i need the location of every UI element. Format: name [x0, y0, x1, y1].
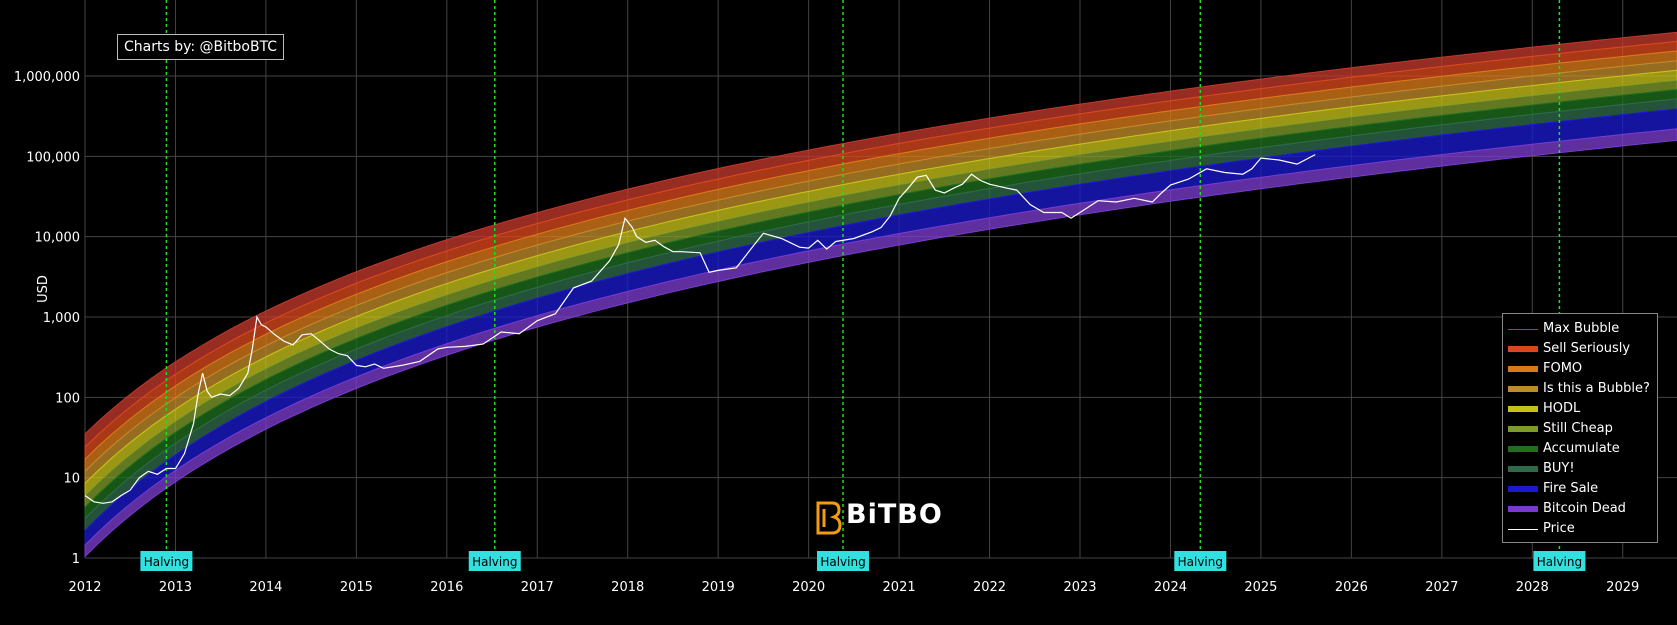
- x-tick-label: 2020: [792, 580, 825, 595]
- legend-swatch: [1508, 506, 1538, 512]
- bitbo-logo-icon: [816, 501, 842, 535]
- halving-label: Halving: [820, 555, 865, 569]
- legend-item[interactable]: Sell Seriously: [1503, 340, 1657, 358]
- legend-swatch: [1508, 426, 1538, 432]
- legend-label: BUY!: [1543, 461, 1575, 476]
- x-tick-label: 2014: [249, 580, 282, 595]
- halving-label: Halving: [472, 555, 517, 569]
- legend-label: FOMO: [1543, 361, 1583, 376]
- x-tick-label: 2022: [973, 580, 1006, 595]
- legend-label: Still Cheap: [1543, 421, 1613, 436]
- legend-swatch: [1508, 329, 1538, 330]
- y-tick-label: 100: [55, 391, 80, 406]
- x-tick-label: 2021: [883, 580, 916, 595]
- x-tick-label: 2013: [159, 580, 192, 595]
- y-tick-label: 100,000: [26, 150, 80, 165]
- legend-label: Bitcoin Dead: [1543, 501, 1626, 516]
- y-tick-label: 1: [72, 552, 80, 567]
- halving-badge: [1533, 551, 1586, 571]
- chart-legend: Max Bubble Sell Seriously FOMO Is this a Bu…: [1502, 313, 1658, 543]
- x-tick-label: 2023: [1063, 580, 1096, 595]
- halving-badge: [140, 551, 193, 571]
- legend-item[interactable]: Bitcoin Dead: [1503, 500, 1657, 518]
- y-tick-label: 10,000: [35, 231, 81, 246]
- legend-swatch: [1508, 406, 1538, 412]
- y-tick-label: 1,000: [43, 311, 80, 326]
- legend-swatch: [1508, 386, 1538, 392]
- x-tick-label: 2026: [1335, 580, 1368, 595]
- y-axis-label: USD: [36, 275, 51, 303]
- x-tick-label: 2025: [1244, 580, 1277, 595]
- x-tick-label: 2015: [340, 580, 373, 595]
- chart-credit: Charts by: @BitboBTC: [117, 34, 285, 60]
- legend-swatch: [1508, 446, 1538, 452]
- legend-swatch: [1508, 466, 1538, 472]
- x-tick-label: 2017: [521, 580, 554, 595]
- x-tick-label: 2019: [702, 580, 735, 595]
- legend-item[interactable]: Max Bubble: [1503, 320, 1657, 338]
- legend-swatch: [1508, 486, 1538, 492]
- legend-item[interactable]: BUY!: [1503, 460, 1657, 478]
- legend-item[interactable]: Fire Sale: [1503, 480, 1657, 498]
- bitbo-logo-text: BiTBO: [846, 499, 943, 530]
- x-tick-label: 2018: [611, 580, 644, 595]
- x-tick-label: 2028: [1516, 580, 1549, 595]
- legend-label: Sell Seriously: [1543, 341, 1631, 356]
- halving-badge: [1174, 551, 1227, 571]
- legend-swatch: [1508, 529, 1538, 530]
- y-tick-label: 1,000,000: [14, 70, 80, 85]
- halving-label: Halving: [144, 555, 189, 569]
- halving-label: Halving: [1537, 555, 1582, 569]
- halving-label: Halving: [1178, 555, 1223, 569]
- legend-item[interactable]: HODL: [1503, 400, 1657, 418]
- band-bitcoin-dead: [84, 128, 1677, 558]
- legend-swatch: [1508, 346, 1538, 352]
- y-tick-label: 10: [63, 472, 80, 487]
- legend-item[interactable]: Price: [1503, 520, 1657, 538]
- x-tick-label: 2024: [1154, 580, 1187, 595]
- legend-item[interactable]: Is this a Bubble?: [1503, 380, 1657, 398]
- legend-item[interactable]: Still Cheap: [1503, 420, 1657, 438]
- halving-badge: [817, 551, 870, 571]
- legend-label: HODL: [1543, 401, 1581, 416]
- legend-item[interactable]: Accumulate: [1503, 440, 1657, 458]
- legend-label: Price: [1543, 521, 1575, 536]
- legend-label: Fire Sale: [1543, 481, 1599, 496]
- x-tick-label: 2016: [430, 580, 463, 595]
- price-line: [84, 154, 1316, 504]
- legend-item[interactable]: FOMO: [1503, 360, 1657, 378]
- legend-swatch: [1508, 366, 1538, 372]
- halving-badge: [468, 551, 521, 571]
- legend-label: Accumulate: [1543, 441, 1620, 456]
- x-tick-label: 2029: [1606, 580, 1639, 595]
- legend-label: Max Bubble: [1543, 321, 1620, 336]
- x-tick-label: 2027: [1425, 580, 1458, 595]
- legend-label: Is this a Bubble?: [1543, 381, 1650, 396]
- x-tick-label: 2012: [68, 580, 101, 595]
